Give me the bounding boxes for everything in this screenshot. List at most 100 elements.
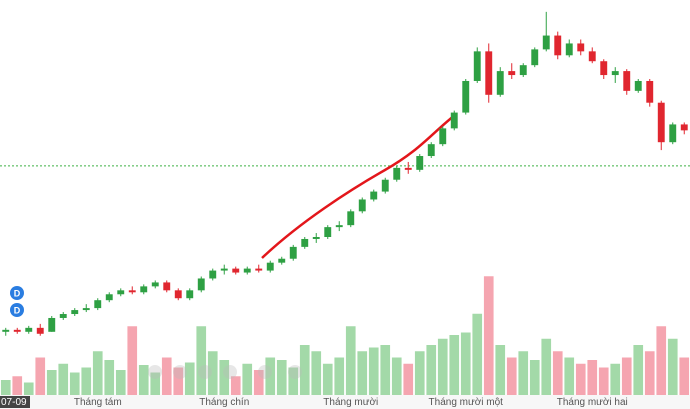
candle-body [105,294,113,301]
candle-body [82,308,90,311]
candle-body [174,290,182,299]
volume-bar [541,338,552,395]
volume-bar [667,338,678,395]
volume-bar [391,357,402,395]
volume-bar [621,357,632,395]
candle-body [473,51,481,81]
candle-body [255,268,263,271]
nav-button[interactable] [173,365,187,379]
candle-body [13,329,21,332]
candle-body [531,49,539,66]
x-tick-label: Tháng mười hai [557,397,628,408]
volume-bar [644,351,655,395]
candle-body [680,124,688,131]
volume-bar [598,367,609,395]
volume-bar [173,367,184,395]
candle-body [485,51,493,95]
candle-body [186,290,194,299]
volume-bar [81,367,92,395]
candle-body [611,71,619,76]
volume-bar [115,370,126,395]
date-tag [0,396,30,408]
volume-bar [58,363,69,395]
marker-label: D [14,305,21,315]
volume-bar [656,326,667,395]
volume-bar [23,382,34,395]
time-axis [0,395,690,409]
candle-body [381,179,389,192]
candle-body [508,71,516,76]
volume-bar [253,370,264,395]
nav-button[interactable] [288,365,302,379]
nav-button[interactable] [198,365,212,379]
volume-bar [483,276,494,395]
candle-body [370,191,378,200]
nav-button[interactable] [223,365,237,379]
volume-bar [219,360,230,395]
volume-bar [426,345,437,395]
nav-button[interactable] [148,365,162,379]
x-tick-label: Tháng mười [323,397,378,408]
candle-body [554,35,562,56]
candle-body [657,102,665,143]
marker-label: D [14,288,21,298]
volume-bar [529,360,540,395]
candle-body [427,144,435,157]
volume-bar [518,351,529,395]
volume-bar [633,345,644,395]
volume-bar [506,357,517,395]
volume-bar [12,376,23,395]
volume-bar [150,372,161,395]
candle-body [542,35,550,50]
volume-bar [69,372,80,395]
volume-bar [334,357,345,395]
volume-bar [380,345,391,395]
candle-body [128,290,136,293]
candle-body [462,80,470,113]
dividend-marker[interactable] [10,303,24,317]
volume-bar [161,357,172,395]
volume-bar [587,360,598,395]
volume-bar [345,326,356,395]
candle-body [519,65,527,76]
volume-bar [564,357,575,395]
candle-body [2,329,10,332]
volume-bar [610,363,621,395]
candle-body [588,51,596,62]
candle-body [450,112,458,129]
candle-body [71,310,79,315]
candle-body [209,270,217,279]
candle-body [48,317,56,332]
candle-body [577,43,585,52]
dividend-marker[interactable] [10,286,24,300]
candle-body [416,156,424,170]
candle-body [197,278,205,291]
candle-body [565,43,573,56]
candle-body [669,124,677,143]
volume-bar [288,367,299,395]
nav-button[interactable] [258,365,272,379]
candle-body [94,300,102,309]
volume-bar [265,357,276,395]
volume-bar [437,338,448,395]
volume-bar [138,365,149,395]
x-tick-label: 07-09 [1,397,27,408]
candle-body [358,199,366,212]
volume-bar [0,380,11,395]
candle-body [151,282,159,287]
volume-bar [104,360,115,395]
volume-bar [276,360,287,395]
candle-body [278,258,286,263]
volume-bar [357,351,368,395]
candle-body [404,167,412,170]
x-tick-label: Tháng chín [199,397,249,408]
candle-body [335,225,343,228]
volume-bar [414,351,425,395]
candle-body [289,246,297,259]
candle-body [439,128,447,145]
candle-body [266,262,274,271]
candle-body [324,227,332,237]
candle-body [312,237,320,239]
candle-body [220,268,228,271]
